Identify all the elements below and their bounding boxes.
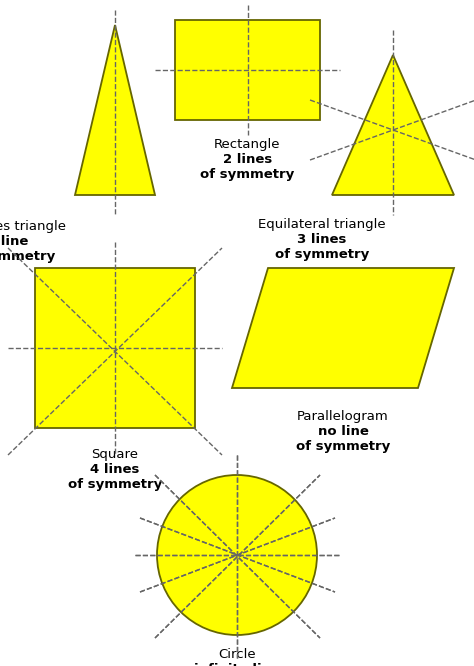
- Text: 1 line: 1 line: [0, 235, 29, 248]
- Circle shape: [157, 475, 317, 635]
- Text: of symmetry: of symmetry: [201, 168, 295, 181]
- Text: Equilateral triangle: Equilateral triangle: [258, 218, 386, 231]
- Text: of symmetry: of symmetry: [0, 250, 55, 263]
- Text: 3 lines: 3 lines: [297, 233, 346, 246]
- Text: no line: no line: [318, 425, 368, 438]
- Text: 2 lines: 2 lines: [223, 153, 272, 166]
- Polygon shape: [332, 55, 454, 195]
- Text: 4 lines: 4 lines: [91, 463, 140, 476]
- Text: Circle: Circle: [218, 648, 256, 661]
- Text: of symmetry: of symmetry: [275, 248, 369, 261]
- Bar: [175, 20, 320, 120]
- Bar: [35, 268, 195, 428]
- Text: Parallelogram: Parallelogram: [297, 410, 389, 423]
- Text: of symmetry: of symmetry: [296, 440, 390, 454]
- Text: Rectangle: Rectangle: [214, 138, 281, 151]
- Text: Isosceles triangle: Isosceles triangle: [0, 220, 66, 233]
- Text: of symmetry: of symmetry: [68, 478, 162, 492]
- Polygon shape: [232, 268, 454, 388]
- Text: Square: Square: [91, 448, 138, 461]
- Text: infinite line: infinite line: [194, 663, 280, 666]
- Polygon shape: [75, 25, 155, 195]
